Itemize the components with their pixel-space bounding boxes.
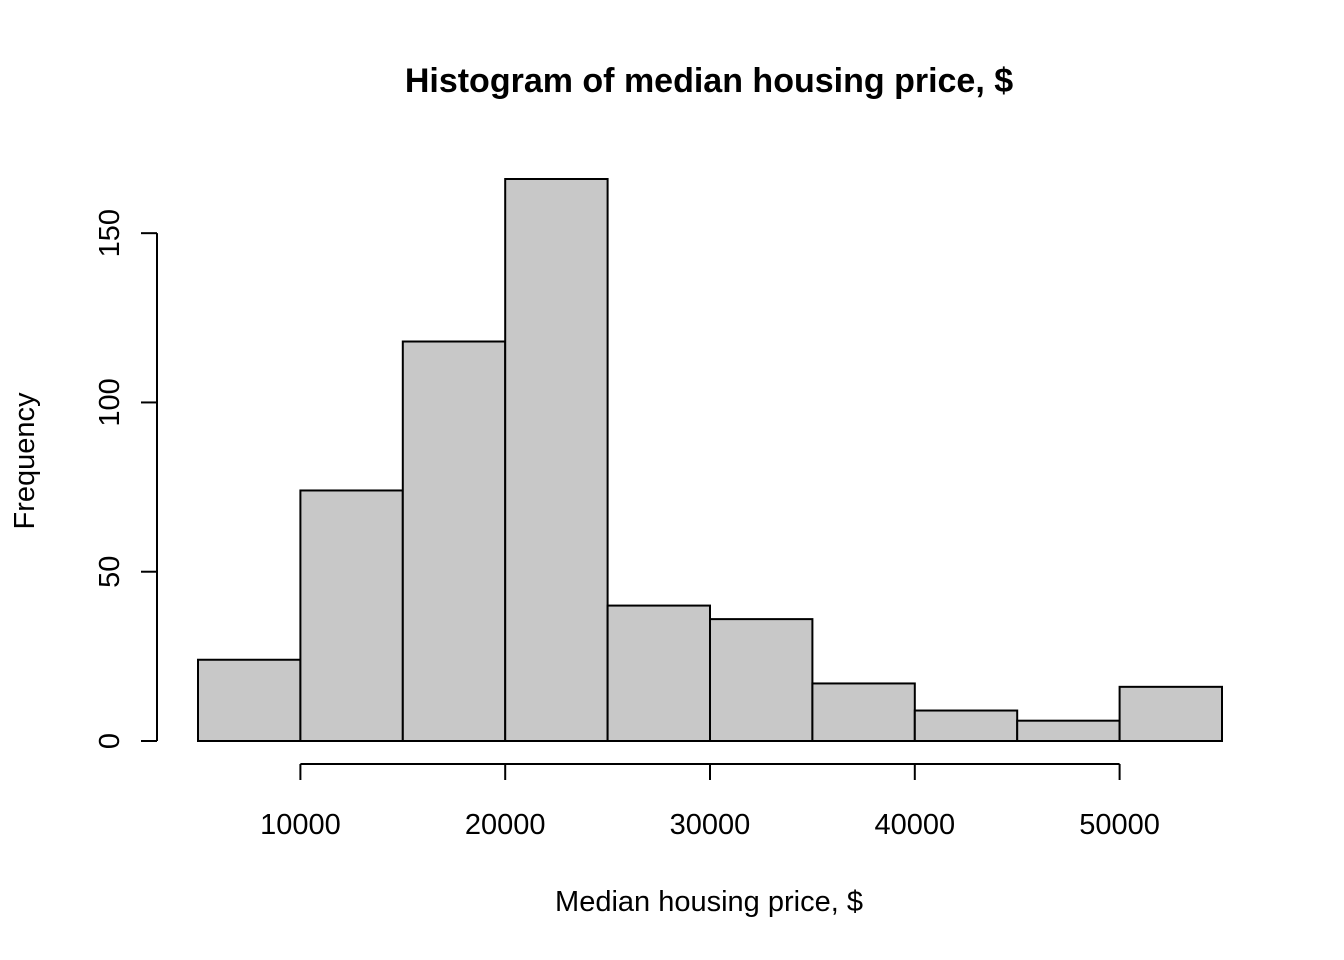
histogram-bar <box>504 178 609 742</box>
histogram-bar <box>913 709 1019 742</box>
histogram-bar <box>299 489 404 742</box>
histogram-bar <box>1118 685 1223 742</box>
y-axis: 0 50 100 150 <box>94 209 158 749</box>
histogram-bar <box>401 340 507 742</box>
y-tick-label: 50 <box>94 556 126 588</box>
x-axis: 10000 20000 30000 40000 50000 <box>260 763 1160 841</box>
histogram-bar <box>197 658 302 743</box>
x-tick-label: 40000 <box>874 809 955 841</box>
y-axis-label: Frequency <box>9 392 41 530</box>
chart-title: Histogram of median housing price, $ <box>405 62 1013 100</box>
x-axis-label: Median housing price, $ <box>555 886 863 918</box>
histogram-bar <box>811 682 916 743</box>
histogram-bar <box>709 618 814 742</box>
x-tick-label: 50000 <box>1079 809 1160 841</box>
histogram-bar <box>1016 719 1121 743</box>
x-tick-label: 10000 <box>260 809 341 841</box>
y-tick-label: 100 <box>94 378 126 426</box>
y-tick-label: 150 <box>94 209 126 257</box>
x-tick-label: 30000 <box>670 809 751 841</box>
y-tick-label: 0 <box>94 733 126 749</box>
x-tick-label: 20000 <box>465 809 546 841</box>
histogram-bars <box>197 178 1223 743</box>
histogram-bar <box>606 604 711 742</box>
